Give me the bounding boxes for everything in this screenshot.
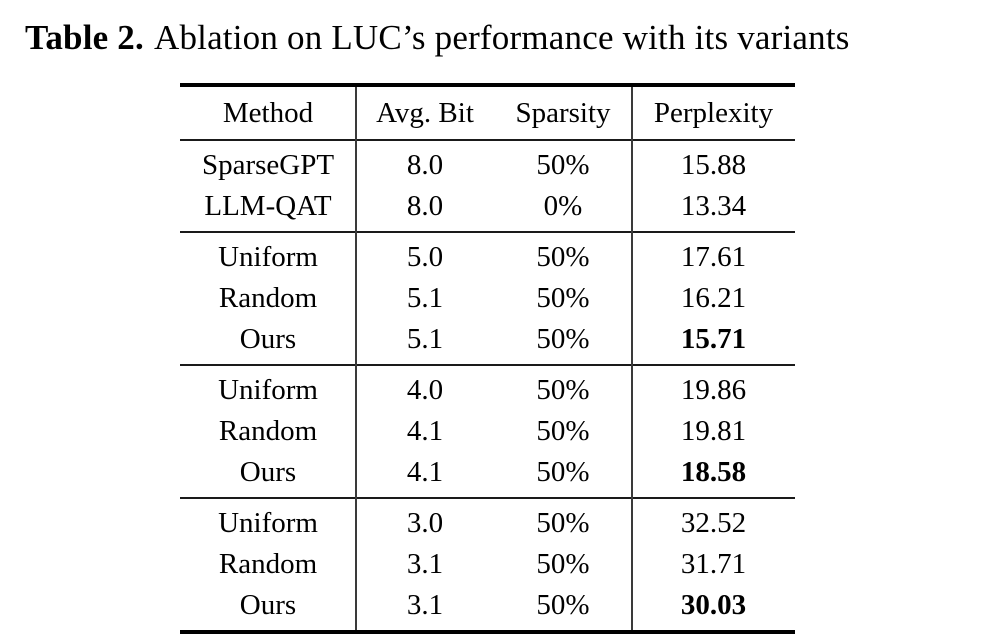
- table-row: Ours 4.1 50% 18.58: [180, 452, 795, 493]
- cell-avg-bit: 3.1: [406, 548, 444, 580]
- vertical-rule-method-avgbit: [355, 87, 357, 630]
- cell-method: Ours: [239, 323, 297, 355]
- cell-method: Uniform: [218, 374, 318, 406]
- cell-perplexity: 13.34: [680, 190, 747, 222]
- cell-sparsity: 50%: [536, 241, 590, 273]
- cell-avg-bit: 4.0: [406, 374, 444, 406]
- table-group-4bit: Uniform 4.0 50% 19.86 Random 4.1 50% 19.…: [180, 364, 795, 497]
- cell-avg-bit: 8.0: [406, 190, 444, 222]
- col-header-avg-bit: Avg. Bit: [376, 96, 474, 129]
- cell-method: Ours: [239, 456, 297, 488]
- cell-perplexity: 30.03: [680, 589, 747, 621]
- table-group-3bit: Uniform 3.0 50% 32.52 Random 3.1 50% 31.…: [180, 497, 795, 630]
- table-row: Ours 5.1 50% 15.71: [180, 319, 795, 360]
- cell-sparsity: 50%: [536, 149, 590, 181]
- cell-avg-bit: 5.0: [406, 241, 444, 273]
- cell-avg-bit: 3.1: [406, 589, 444, 621]
- cell-avg-bit: 4.1: [406, 415, 444, 447]
- cell-sparsity: 50%: [536, 507, 590, 539]
- table-caption: Table 2. Ablation on LUC’s performance wi…: [25, 18, 850, 58]
- cell-avg-bit: 4.1: [406, 456, 444, 488]
- cell-method: Uniform: [218, 507, 318, 539]
- table-caption-label: Table 2.: [25, 18, 144, 57]
- cell-sparsity: 50%: [536, 323, 590, 355]
- table-row: Uniform 4.0 50% 19.86: [180, 370, 795, 411]
- cell-sparsity: 50%: [536, 456, 590, 488]
- cell-perplexity: 18.58: [680, 456, 747, 488]
- table-caption-text: Ablation on LUC’s performance with its v…: [153, 18, 850, 57]
- cell-method: Uniform: [218, 241, 318, 273]
- cell-sparsity: 50%: [536, 589, 590, 621]
- col-header-perplexity: Perplexity: [653, 96, 774, 129]
- table-header-row: Method Avg. Bit Sparsity Perplexity: [180, 87, 795, 139]
- cell-method: Random: [218, 415, 318, 447]
- cell-perplexity: 19.81: [680, 415, 747, 447]
- col-header-method: Method: [222, 96, 314, 129]
- cell-perplexity: 19.86: [680, 374, 747, 406]
- cell-method: LLM-QAT: [204, 190, 332, 222]
- cell-perplexity: 16.21: [680, 282, 747, 314]
- table-row: Uniform 3.0 50% 32.52: [180, 503, 795, 544]
- table-row: Ours 3.1 50% 30.03: [180, 585, 795, 626]
- col-header-sparsity: Sparsity: [515, 96, 611, 129]
- cell-method: Random: [218, 548, 318, 580]
- cell-perplexity: 31.71: [680, 548, 747, 580]
- table-row: Uniform 5.0 50% 17.61: [180, 237, 795, 278]
- table-row: Random 3.1 50% 31.71: [180, 544, 795, 585]
- cell-sparsity: 50%: [536, 415, 590, 447]
- cell-method: Ours: [239, 589, 297, 621]
- cell-perplexity: 17.61: [680, 241, 747, 273]
- ablation-table: Method Avg. Bit Sparsity Perplexity Spar…: [180, 83, 795, 634]
- table-row: LLM-QAT 8.0 0% 13.34: [180, 186, 795, 227]
- cell-sparsity: 50%: [536, 374, 590, 406]
- cell-sparsity: 0%: [543, 190, 583, 222]
- cell-perplexity: 15.88: [680, 149, 747, 181]
- cell-avg-bit: 5.1: [406, 323, 444, 355]
- table-row: Random 4.1 50% 19.81: [180, 411, 795, 452]
- table-group-5bit: Uniform 5.0 50% 17.61 Random 5.1 50% 16.…: [180, 231, 795, 364]
- cell-sparsity: 50%: [536, 282, 590, 314]
- cell-avg-bit: 3.0: [406, 507, 444, 539]
- table-group-baselines: SparseGPT 8.0 50% 15.88 LLM-QAT 8.0 0% 1…: [180, 139, 795, 231]
- table-row: SparseGPT 8.0 50% 15.88: [180, 145, 795, 186]
- cell-perplexity: 32.52: [680, 507, 747, 539]
- cell-sparsity: 50%: [536, 548, 590, 580]
- cell-method: SparseGPT: [201, 149, 335, 181]
- cell-method: Random: [218, 282, 318, 314]
- cell-avg-bit: 5.1: [406, 282, 444, 314]
- table-row: Random 5.1 50% 16.21: [180, 278, 795, 319]
- vertical-rule-sparsity-perplexity: [631, 87, 633, 630]
- cell-perplexity: 15.71: [680, 323, 747, 355]
- cell-avg-bit: 8.0: [406, 149, 444, 181]
